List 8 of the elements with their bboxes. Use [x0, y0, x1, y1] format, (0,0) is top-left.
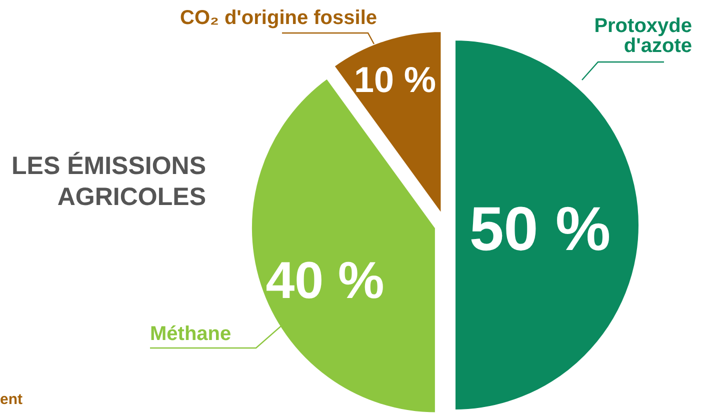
- data-label: 50 %: [469, 195, 611, 264]
- text: ent: [0, 391, 23, 408]
- data-label: 40 %: [266, 252, 384, 310]
- data-label: 10 %: [354, 59, 436, 100]
- slice-label: Protoxyde d'azote: [594, 15, 692, 57]
- slice-label: CO₂ d'origine fossile: [180, 7, 378, 29]
- text: LES ÉMISSIONS AGRICOLES: [12, 151, 206, 211]
- slice-label: Méthane: [150, 323, 232, 345]
